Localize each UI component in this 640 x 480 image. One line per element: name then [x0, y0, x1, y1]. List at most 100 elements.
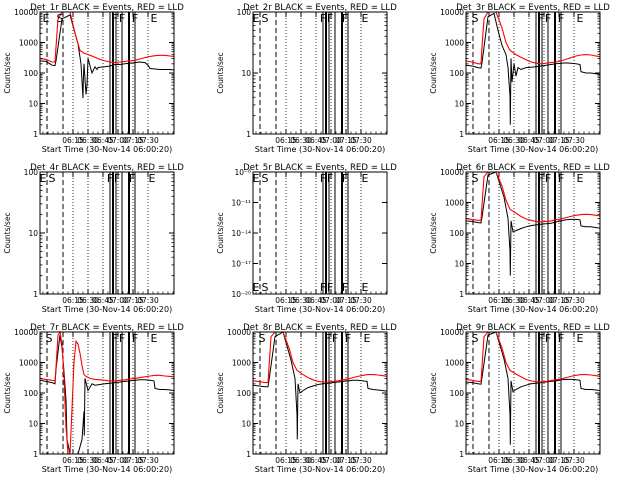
x-tick-label: 07:30 [137, 136, 159, 145]
x-tick-label: 07:15 [548, 296, 570, 305]
chart-title: Det_1r BLACK = Events, RED = LLD [30, 3, 184, 13]
y-tick-label: 1000 [445, 39, 464, 48]
x-tick-label: 06:15 [488, 296, 510, 305]
y-tick-label: 100 [450, 389, 465, 398]
flag-label: F [545, 332, 551, 345]
flag-label: E [362, 281, 369, 294]
flag-label: F [545, 172, 551, 185]
x-tick-label: 07:00 [320, 456, 342, 465]
y-tick-label: 10000 [14, 8, 38, 17]
series-events [252, 331, 388, 440]
chart-title: Det_8r BLACK = Events, RED = LLD [243, 323, 397, 333]
x-tick-label: 06:30 [503, 296, 525, 305]
flag-label: E [151, 12, 158, 25]
x-tick-label: 07:15 [548, 456, 570, 465]
series-events [39, 14, 175, 99]
y-tick-label: 100 [24, 168, 39, 177]
flag-label: E [253, 12, 260, 25]
x-tick-label: 06:30 [77, 296, 99, 305]
flag-label: E [253, 281, 260, 294]
flag-label: S [259, 332, 266, 345]
flag-label: F [119, 332, 125, 345]
flag-label: S [57, 12, 64, 25]
x-tick-label: 07:00 [533, 456, 555, 465]
y-axis-label: Counts/sec [216, 212, 225, 253]
flag-label: F [114, 172, 120, 185]
y-tick-label: 10⁻¹⁷ [231, 260, 251, 269]
y-tick-label: 1 [33, 130, 38, 139]
y-tick-label: 10⁻²⁰ [231, 290, 251, 299]
chart-title: Det_6r BLACK = Events, RED = LLD [456, 163, 610, 173]
flag-label: F [332, 332, 338, 345]
series-lld [465, 331, 601, 383]
chart-title: Det_2r BLACK = Events, RED = LLD [243, 3, 397, 13]
flag-label: F [545, 12, 551, 25]
y-tick-label: 1 [459, 450, 464, 459]
flag-label: E [362, 12, 369, 25]
x-tick-label: 07:15 [122, 296, 144, 305]
flag-label: S [262, 172, 269, 185]
y-tick-label: 100 [24, 69, 39, 78]
x-tick-label: 06:15 [62, 456, 84, 465]
y-tick-label: 10000 [227, 328, 251, 337]
y-tick-label: 10000 [440, 328, 464, 337]
x-tick-label: 06:30 [290, 136, 312, 145]
series-lld [39, 11, 175, 64]
x-tick-label: 06:45 [518, 456, 540, 465]
y-tick-label: 10⁻¹⁴ [231, 229, 251, 238]
y-tick-label: 10 [454, 260, 464, 269]
y-axis-label: Counts/sec [429, 372, 438, 413]
y-axis-label: Counts/sec [3, 372, 12, 413]
x-tick-label: 06:15 [62, 296, 84, 305]
flag-label: E [40, 172, 47, 185]
x-tick-label: 07:30 [563, 296, 585, 305]
flag-label: F [342, 281, 348, 294]
x-tick-label: 06:30 [77, 456, 99, 465]
flag-label: F [342, 172, 348, 185]
flag-label: S [46, 332, 53, 345]
flag-label: F [112, 12, 118, 25]
y-axis-label: Counts/sec [429, 212, 438, 253]
x-tick-label: 06:15 [62, 136, 84, 145]
y-axis-label: Counts/sec [216, 52, 225, 93]
x-tick-label: 07:30 [350, 296, 372, 305]
x-tick-label: 07:00 [320, 136, 342, 145]
x-axis-label: Start Time (30-Nov-14 06:00:20) [468, 145, 598, 154]
y-tick-label: 1000 [445, 359, 464, 368]
flag-label: E [364, 332, 371, 345]
chart-title: Det_3r BLACK = Events, RED = LLD [456, 3, 610, 13]
x-tick-label: 07:30 [563, 136, 585, 145]
y-axis-label: Counts/sec [3, 52, 12, 93]
flag-label: F [558, 172, 564, 185]
y-tick-label: 1 [33, 290, 38, 299]
y-tick-label: 10 [454, 420, 464, 429]
y-tick-label: 10 [28, 229, 38, 238]
x-tick-label: 07:00 [107, 456, 129, 465]
y-tick-label: 10 [454, 100, 464, 109]
x-tick-label: 07:00 [320, 296, 342, 305]
y-tick-label: 100 [450, 69, 465, 78]
flag-label: S [262, 281, 269, 294]
x-tick-label: 06:45 [518, 136, 540, 145]
x-axis-label: Start Time (30-Nov-14 06:00:20) [42, 465, 172, 474]
x-axis-label: Start Time (30-Nov-14 06:00:20) [255, 465, 385, 474]
flag-label: F [320, 281, 326, 294]
series-events [465, 12, 601, 125]
x-tick-label: 07:30 [563, 456, 585, 465]
flag-label: S [472, 332, 479, 345]
x-tick-label: 06:45 [92, 296, 114, 305]
flag-label: F [558, 12, 564, 25]
y-axis-label: Counts/sec [216, 372, 225, 413]
flag-label: F [538, 12, 544, 25]
flag-label: F [538, 172, 544, 185]
flag-label: F [129, 172, 135, 185]
x-tick-label: 07:15 [548, 136, 570, 145]
y-tick-label: 1000 [19, 359, 38, 368]
y-tick-label: 1000 [445, 199, 464, 208]
